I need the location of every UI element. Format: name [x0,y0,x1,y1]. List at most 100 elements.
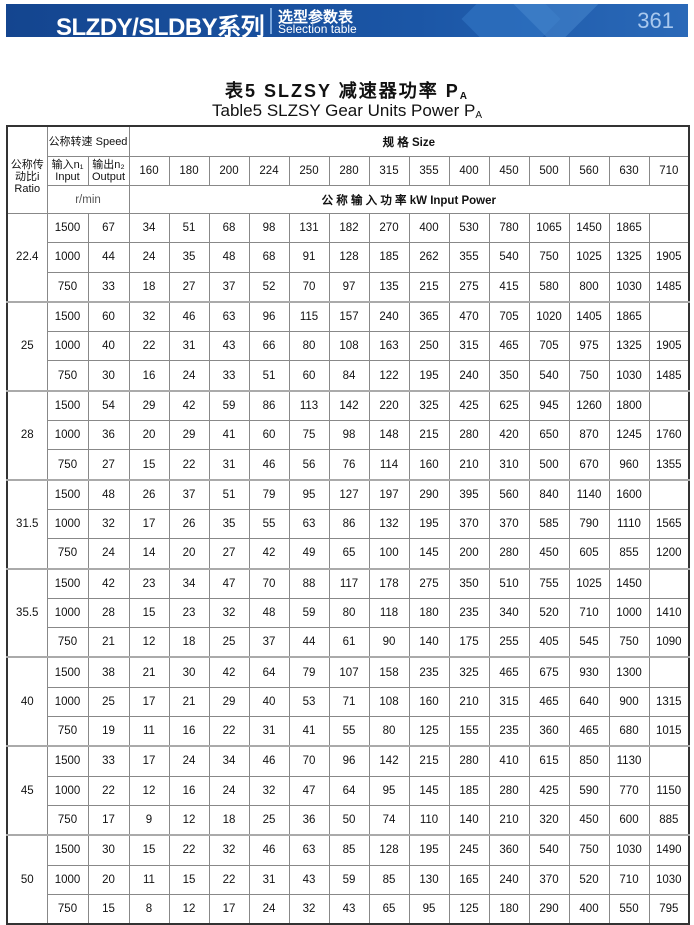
power-value-cell: 14 [128,538,170,570]
power-value-cell: 410 [488,745,530,777]
input-speed-cell: 1000 [46,508,89,540]
power-value-cell: 975 [568,331,610,362]
power-value-cell: 37 [248,627,290,658]
power-value-cell: 780 [488,212,530,244]
input-speed-cell: 1000 [46,242,89,273]
power-value-cell: 23 [168,597,210,629]
power-value-cell: 1800 [608,389,650,422]
power-value-cell: 132 [368,508,410,540]
power-value-cell: 1865 [608,300,650,333]
table-row: 31.5 1500 48 26 37 51 79 95 127 197 290 395 560 840 11… [6,478,690,570]
power-value-cell: 530 [448,212,490,244]
title-en-text: Table5 SLZSY Gear Units Power P [212,101,476,120]
input-speed-cell: 1500 [46,478,89,510]
power-value-cell: 325 [408,389,450,422]
ratio-header: 公称传动比i Ratio [6,125,48,214]
table-title-en: Table5 SLZSY Gear Units Power PA [0,101,694,121]
power-value-cell: 55 [248,508,290,540]
power-value-cell: 155 [448,716,490,747]
power-value-cell: 22 [168,834,210,866]
power-value-cell: 1140 [568,478,610,510]
power-value-cell: 24 [168,360,210,392]
power-value-cell [648,567,690,599]
input-speed-cell: 1000 [46,864,89,895]
power-value-cell: 90 [368,627,410,658]
power-value-cell: 1015 [648,716,690,747]
power-value-cell: 63 [208,300,250,333]
power-value-cell: 370 [528,864,570,895]
power-value-cell: 59 [288,597,330,629]
power-value-cell: 1020 [528,300,570,333]
power-value-cell: 68 [248,242,290,273]
power-value-cell: 350 [488,360,530,392]
power-value-cell: 1325 [608,242,650,273]
power-value-cell: 70 [288,271,330,303]
table-row: 750 24 14 20 27 42 49 65 100 145 200 280 450 605 855 12… [7,538,690,570]
output-speed-cell: 30 [87,360,130,392]
power-value-cell: 245 [448,834,490,866]
power-value-cell: 42 [168,389,210,422]
power-value-cell: 465 [528,686,570,718]
power-value-cell: 750 [528,242,570,273]
power-value-cell: 290 [528,893,570,925]
output-speed-cell: 38 [87,656,130,688]
power-value-cell: 1065 [528,212,570,244]
power-value-cell: 750 [568,834,610,866]
table-row: 750 21 12 18 25 37 44 61 90 140 175 255 405 545 750 109… [7,627,690,658]
power-value-cell: 960 [608,449,650,481]
power-value-cell: 9 [128,804,170,836]
power-value-cell: 22 [208,864,250,895]
power-value-cell: 885 [648,804,690,836]
power-value-cell: 80 [368,716,410,747]
power-value-cell: 355 [448,242,490,273]
output-speed-cell: 42 [87,567,130,599]
power-value-cell: 32 [288,893,330,925]
power-value-cell: 540 [528,834,570,866]
power-value-cell: 60 [248,420,290,451]
output-speed-header: 输出n₂ Output [87,156,130,186]
power-value-cell: 165 [448,864,490,895]
power-value-cell: 70 [248,567,290,599]
power-value-cell: 63 [288,834,330,866]
ratio-cell: 40 [6,656,48,747]
power-value-cell: 600 [608,804,650,836]
power-value-cell: 21 [168,686,210,718]
size-column-header: 250 [288,156,330,186]
power-value-cell: 180 [488,893,530,925]
power-value-cell: 340 [488,597,530,629]
power-value-cell: 795 [648,893,690,925]
input-speed-cell: 750 [46,360,89,392]
power-value-cell: 520 [568,864,610,895]
power-value-cell: 930 [568,656,610,688]
table-row: 35.5 1500 42 23 34 47 70 88 117 178 275 350 510 755 10… [6,567,690,658]
power-value-cell: 29 [128,389,170,422]
power-value-cell: 370 [488,508,530,540]
power-value-cell: 74 [368,804,410,836]
power-value-cell: 800 [568,271,610,303]
power-value-cell: 128 [328,242,370,273]
power-value-cell: 945 [528,389,570,422]
power-value-cell: 56 [288,449,330,481]
power-value-cell: 20 [128,420,170,451]
power-value-cell: 29 [168,420,210,451]
power-value-cell: 85 [328,834,370,866]
power-value-cell: 131 [288,212,330,244]
power-value-cell: 185 [368,242,410,273]
power-value-cell: 450 [528,538,570,570]
input-speed-cell: 1500 [46,656,89,688]
input-speed-cell: 1500 [46,745,89,777]
power-value-cell: 17 [128,508,170,540]
power-value-cell: 705 [488,300,530,333]
power-value-cell: 1315 [648,686,690,718]
power-value-cell: 1405 [568,300,610,333]
power-value-cell: 580 [528,271,570,303]
table-row: 1000 44 24 35 48 68 91 128 185 262 355 540 750 1025 13… [7,242,690,273]
power-value-cell: 195 [408,508,450,540]
size-column-header: 500 [528,156,570,186]
size-column-header: 200 [208,156,250,186]
power-value-cell: 37 [168,478,210,510]
power-value-cell: 88 [288,567,330,599]
power-value-cell: 215 [408,420,450,451]
power-value-cell: 520 [528,597,570,629]
power-value-cell: 128 [368,834,410,866]
